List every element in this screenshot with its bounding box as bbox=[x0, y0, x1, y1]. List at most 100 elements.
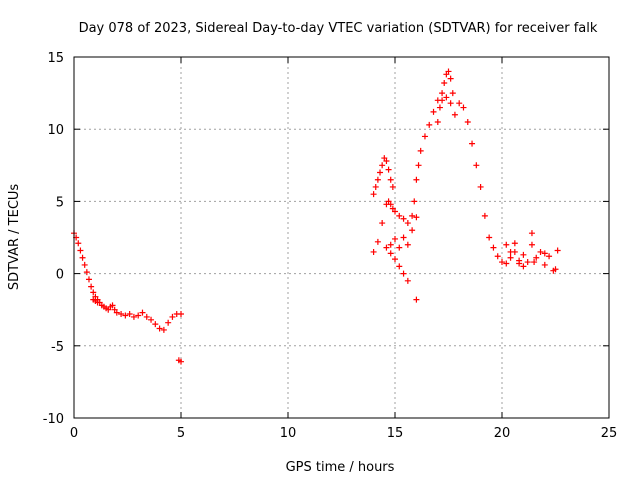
data-point bbox=[439, 97, 446, 104]
data-point bbox=[383, 244, 390, 251]
data-point bbox=[507, 254, 514, 261]
data-point bbox=[417, 147, 424, 154]
data-point bbox=[387, 201, 394, 208]
data-point bbox=[404, 220, 411, 227]
y-tick-label: -5 bbox=[51, 340, 64, 355]
data-point bbox=[447, 100, 454, 107]
data-point bbox=[445, 68, 452, 75]
data-point bbox=[160, 326, 167, 333]
data-point bbox=[169, 313, 176, 320]
data-point bbox=[409, 212, 416, 219]
data-points bbox=[71, 68, 561, 365]
data-point bbox=[113, 309, 120, 316]
data-point bbox=[379, 220, 386, 227]
data-point bbox=[396, 212, 403, 219]
data-point bbox=[370, 191, 377, 198]
data-point bbox=[379, 162, 386, 169]
data-point bbox=[552, 266, 559, 273]
data-point bbox=[499, 259, 505, 266]
grid-lines bbox=[74, 57, 609, 418]
data-point bbox=[546, 253, 553, 260]
data-point bbox=[75, 240, 82, 247]
x-tick-label: 0 bbox=[70, 426, 78, 441]
data-point bbox=[94, 299, 101, 306]
data-point bbox=[400, 270, 407, 277]
x-axis-label: GPS time / hours bbox=[286, 460, 395, 475]
data-point bbox=[139, 309, 146, 316]
data-point bbox=[460, 104, 467, 111]
data-point bbox=[447, 75, 454, 82]
data-point bbox=[430, 108, 437, 115]
data-point bbox=[152, 321, 159, 328]
data-point bbox=[400, 234, 407, 241]
data-point bbox=[370, 248, 377, 255]
y-tick-label: -10 bbox=[43, 412, 64, 427]
y-tick-label: 15 bbox=[47, 51, 64, 66]
x-tick-label: 5 bbox=[177, 426, 185, 441]
data-point bbox=[83, 269, 90, 276]
y-tick-label: 0 bbox=[56, 268, 64, 283]
data-point bbox=[464, 118, 471, 125]
data-point bbox=[436, 104, 443, 111]
data-point bbox=[385, 166, 392, 173]
data-point bbox=[377, 169, 384, 176]
data-point bbox=[165, 319, 172, 326]
data-point bbox=[396, 244, 403, 251]
x-tick-label: 10 bbox=[280, 426, 297, 441]
data-point bbox=[473, 162, 480, 169]
data-point bbox=[409, 227, 416, 234]
data-point bbox=[413, 176, 420, 183]
data-point bbox=[156, 325, 163, 332]
chart-title: Day 078 of 2023, Sidereal Day-to-day VTE… bbox=[79, 21, 598, 36]
data-point bbox=[469, 140, 476, 147]
data-point bbox=[413, 214, 420, 221]
data-point bbox=[441, 79, 448, 86]
data-point bbox=[178, 358, 184, 365]
data-point bbox=[554, 247, 561, 254]
data-point bbox=[443, 94, 450, 101]
data-point bbox=[143, 313, 150, 320]
data-point bbox=[88, 283, 95, 290]
data-point bbox=[520, 263, 527, 270]
data-point bbox=[524, 259, 531, 266]
data-point bbox=[118, 311, 125, 318]
plot-frame bbox=[73, 56, 610, 419]
data-point bbox=[387, 176, 394, 183]
data-point bbox=[392, 235, 398, 242]
data-point bbox=[374, 238, 381, 245]
data-point bbox=[503, 260, 510, 267]
data-point bbox=[383, 157, 390, 164]
data-point bbox=[494, 253, 501, 260]
data-point bbox=[481, 212, 488, 219]
data-point bbox=[541, 250, 548, 257]
data-point bbox=[109, 302, 116, 309]
data-point bbox=[135, 312, 142, 319]
data-point bbox=[421, 133, 428, 140]
data-point bbox=[477, 183, 484, 190]
data-point bbox=[516, 260, 523, 267]
data-point bbox=[178, 311, 184, 318]
data-point bbox=[130, 313, 137, 320]
data-point bbox=[396, 263, 403, 270]
data-point bbox=[389, 183, 396, 190]
data-point bbox=[537, 248, 544, 255]
data-point bbox=[434, 118, 441, 125]
data-point bbox=[426, 121, 433, 128]
y-tick-label: 5 bbox=[56, 195, 64, 210]
data-point bbox=[90, 289, 97, 296]
data-point bbox=[528, 230, 535, 237]
data-point bbox=[531, 259, 538, 266]
data-point bbox=[541, 261, 548, 268]
data-point bbox=[387, 250, 394, 257]
data-point bbox=[372, 183, 379, 190]
data-point bbox=[77, 247, 84, 254]
data-point bbox=[79, 254, 86, 261]
y-tick-label: 10 bbox=[47, 123, 64, 138]
data-point bbox=[415, 162, 422, 169]
data-point bbox=[392, 256, 398, 263]
data-point bbox=[126, 311, 133, 318]
data-point bbox=[392, 208, 398, 215]
data-point bbox=[490, 244, 497, 251]
